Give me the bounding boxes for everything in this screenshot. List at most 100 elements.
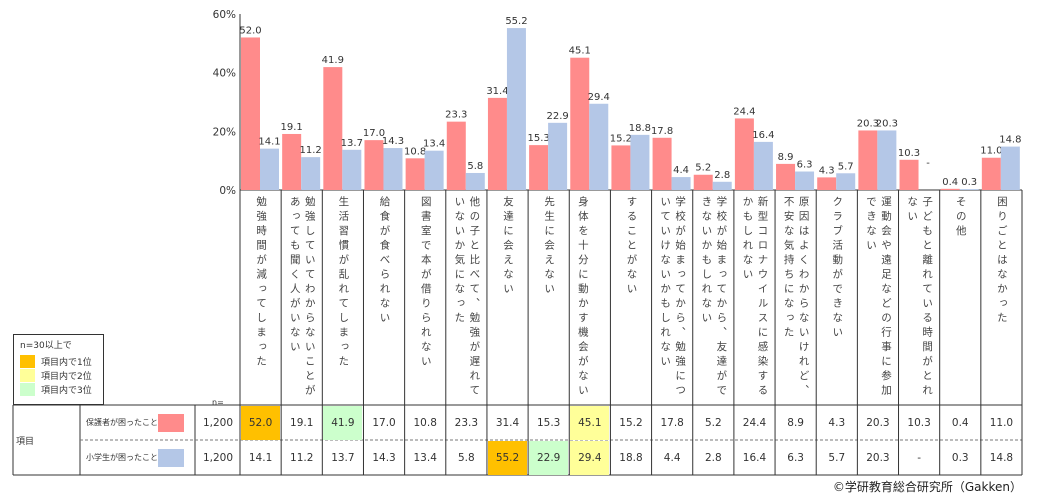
data-label: 0.4 [942, 177, 958, 188]
data-label: 20.3 [857, 118, 879, 129]
table-cell: 11.2 [290, 452, 314, 464]
data-label: 10.3 [898, 148, 920, 159]
table-cell: 0.4 [951, 417, 969, 429]
bar-child [795, 171, 815, 190]
table-cell: 41.9 [323, 406, 363, 440]
bar-parent [899, 159, 919, 190]
data-label: 15.3 [527, 133, 549, 144]
category-label: 学校が始まってから、勉強についていけないかもしれない [659, 196, 687, 399]
legend-item-1: 項目内で1位 [20, 354, 97, 368]
legend-label: 項目内で2位 [41, 371, 92, 382]
legend-item-3: 項目内で3位 [20, 382, 97, 396]
bar-parent [652, 137, 672, 190]
bar-parent [323, 67, 343, 190]
bar-parent [981, 157, 1001, 190]
table-cell: 19.1 [290, 417, 314, 429]
table-cell: 22.9 [529, 441, 569, 475]
table-cell: 5.7 [828, 452, 846, 464]
data-label: 14.1 [258, 137, 280, 148]
data-label: 41.9 [322, 55, 344, 66]
table-cell: 6.3 [787, 452, 804, 464]
table-cell: 55.2 [487, 441, 528, 475]
data-label: 14.3 [382, 136, 404, 147]
data-label: 20.3 [876, 118, 898, 129]
data-label: 11.0 [980, 146, 1002, 157]
data-label: 5.8 [467, 161, 483, 172]
bar-child [342, 149, 362, 190]
table-cell: 10.8 [413, 417, 437, 429]
table-cell: 11.0 [989, 417, 1014, 429]
table-cell: 5.2 [704, 417, 722, 429]
sample-size: 1,200 [202, 451, 234, 464]
bar-child [877, 130, 897, 190]
category-label: 先生に会えない [543, 196, 556, 298]
table-cell: 0.3 [951, 452, 969, 464]
table-cell: 17.8 [660, 417, 684, 429]
table-cell: 52.0 [241, 406, 281, 440]
category-label: 勉強時間が減ってしまった [255, 196, 268, 370]
category-label: 困りごとはなかった [995, 196, 1008, 327]
data-label: 13.7 [341, 138, 363, 149]
series-name: 小学生が困ったこと [86, 453, 158, 462]
bar-parent [405, 158, 425, 190]
bar-parent [734, 118, 754, 190]
bar-parent [611, 145, 631, 190]
data-label: 4.4 [673, 165, 689, 176]
bar-parent [529, 145, 549, 190]
table-cell: - [917, 452, 921, 464]
bar-child [301, 157, 321, 190]
table-cell: 8.9 [787, 417, 804, 429]
category-label: 図書室で本が借りられない [419, 196, 432, 370]
category-label: 子どもと離れている時間がとれない [906, 196, 934, 399]
data-label: 13.4 [423, 139, 445, 150]
series-name: 保護者が困ったこと [86, 418, 158, 427]
bar-child [753, 141, 773, 190]
series-swatch [158, 449, 184, 467]
bar-parent [487, 97, 507, 190]
data-label: - [926, 158, 930, 169]
data-label: 52.0 [239, 25, 261, 36]
bar-child [836, 173, 856, 190]
data-label: 0.3 [961, 177, 977, 188]
bar-child [671, 177, 691, 190]
y-tick-label: 60% [213, 9, 236, 21]
table-cell: 13.4 [413, 452, 437, 464]
table-cell: 45.1 [570, 406, 610, 440]
bar-child [712, 181, 732, 190]
table-cell: 20.3 [866, 417, 890, 429]
data-label: 45.1 [569, 46, 591, 57]
copyright: ©学研教育総合研究所（Gakken） [832, 480, 1022, 494]
bar-child [424, 150, 444, 190]
table-cell: 4.4 [663, 452, 681, 464]
bar-child [1000, 146, 1020, 190]
table-cell: 4.3 [828, 417, 846, 429]
bar-parent [364, 140, 384, 190]
bar-child [630, 134, 650, 190]
data-label: 5.7 [838, 161, 854, 172]
category-label: 原因はよくわからないけれど、不安な気持ちになった [782, 196, 810, 399]
table-cell: 23.3 [454, 417, 479, 429]
bar-child [506, 28, 526, 190]
bar-parent [858, 130, 878, 190]
data-label: 2.8 [714, 170, 730, 181]
bar-parent [817, 177, 837, 190]
data-label: 31.4 [486, 86, 508, 97]
legend: n=30以上で 項目内で1位 項目内で2位 項目内で3位 [13, 334, 104, 405]
category-label: 学校が始まってから、友達ができないかもしれない [700, 196, 728, 399]
bar-child [260, 148, 279, 190]
table-cell: 15.2 [619, 417, 643, 429]
data-label: 23.3 [445, 110, 467, 121]
data-label: 10.8 [404, 146, 426, 157]
data-label: 15.2 [610, 133, 632, 144]
legend-title: n=30以上で [20, 341, 72, 351]
table-header: 項目 [16, 436, 35, 447]
table-cell: 2.8 [704, 452, 722, 464]
data-label: 8.9 [778, 152, 794, 163]
category-label: 生活習慣が乱れてしまった [337, 196, 350, 370]
legend-item-2: 項目内で2位 [20, 368, 97, 382]
data-label: 4.3 [819, 165, 835, 176]
category-label: 給食が食べられない [378, 196, 391, 327]
data-label: 22.9 [546, 111, 568, 122]
category-label: することがない [625, 196, 638, 298]
